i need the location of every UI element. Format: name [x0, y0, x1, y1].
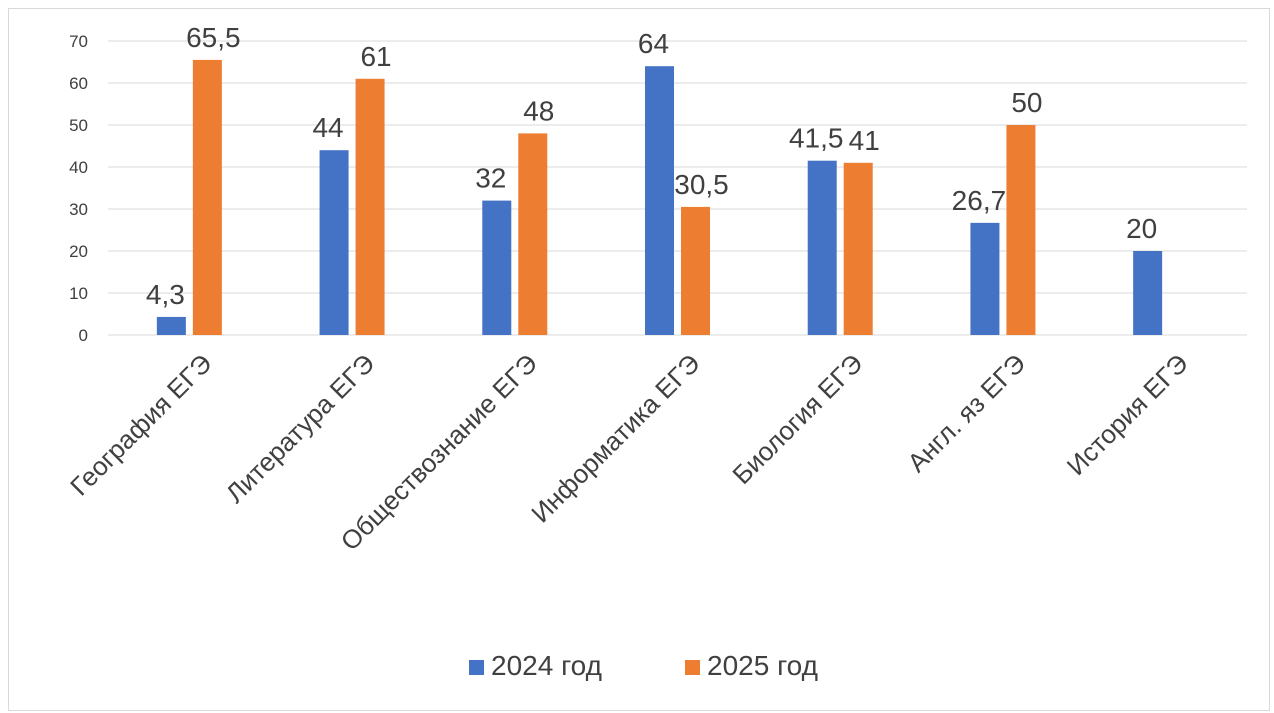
x-category-label: Англ. яз ЕГЭ — [901, 348, 1031, 478]
y-tick-label: 70 — [69, 32, 88, 51]
data-label: 32 — [475, 163, 506, 194]
bar-2025 — [1006, 125, 1036, 335]
bar-2025 — [355, 78, 385, 336]
y-tick-label: 0 — [79, 326, 88, 345]
data-label: 65,5 — [186, 22, 241, 53]
legend-label: 2025 год — [707, 650, 818, 681]
y-tick-label: 30 — [69, 200, 88, 219]
x-axis-categories: География ЕГЭ Литература ЕГЭОбществознани… — [64, 348, 1194, 556]
bar-2024 — [970, 222, 1000, 335]
bar-2025 — [192, 59, 222, 336]
data-label: 30,5 — [674, 169, 729, 200]
data-label: 41 — [849, 125, 880, 156]
bars — [156, 59, 1163, 336]
bar-2024 — [645, 66, 674, 335]
x-category-label: Литература ЕГЭ — [220, 348, 381, 509]
x-category-label: География ЕГЭ — [64, 348, 217, 501]
data-label: 61 — [360, 41, 391, 72]
data-label: 26,7 — [952, 185, 1007, 216]
data-label: 4,3 — [146, 279, 185, 310]
x-category-label: Информатика ЕГЭ — [525, 348, 706, 529]
legend-swatch-2024 — [469, 660, 484, 675]
y-tick-label: 40 — [69, 158, 88, 177]
bar-2024 — [482, 200, 512, 335]
y-tick-label: 50 — [69, 116, 88, 135]
data-labels: 4,3 65,5 44 61 32 48 64 30,5 41,5 41 26,7 50 20 — [146, 22, 1157, 310]
bar-2025 — [681, 206, 710, 335]
data-label: 64 — [638, 28, 669, 59]
y-tick-label: 20 — [69, 242, 88, 261]
data-label: 20 — [1126, 213, 1157, 244]
bar-2024 — [156, 316, 186, 335]
legend: 2024 год 2025 год — [469, 650, 818, 681]
data-label: 41,5 — [789, 123, 844, 154]
data-label: 50 — [1011, 87, 1042, 118]
x-category-label: История ЕГЭ — [1061, 348, 1194, 481]
bar-2024 — [1133, 251, 1163, 335]
data-label: 48 — [523, 95, 554, 126]
x-category-label: Биология ЕГЭ — [726, 348, 868, 490]
legend-swatch-2025 — [685, 660, 700, 675]
y-tick-label: 10 — [69, 284, 88, 303]
gridlines — [108, 40, 1247, 336]
bar-2024 — [807, 160, 837, 335]
legend-label: 2024 год — [491, 650, 602, 681]
y-tick-label: 60 — [69, 74, 88, 93]
bar-2024 — [319, 150, 349, 335]
y-axis-ticks: 0 10 20 30 40 50 60 70 — [69, 32, 88, 345]
bar-2025 — [518, 133, 548, 335]
data-label: 44 — [312, 112, 343, 143]
bar-2025 — [843, 162, 873, 335]
